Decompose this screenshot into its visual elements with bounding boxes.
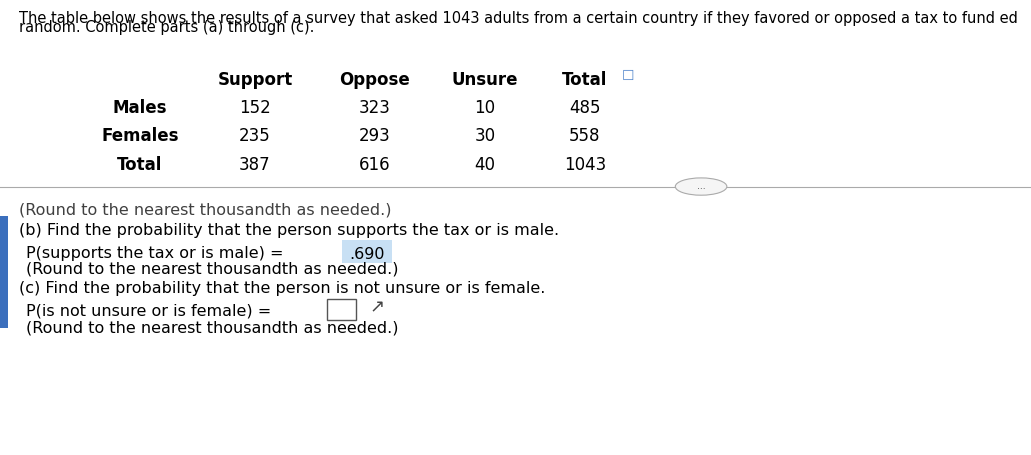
Text: ...: ... — [697, 182, 705, 191]
Text: (c) Find the probability that the person is not unsure or is female.: (c) Find the probability that the person… — [19, 281, 545, 296]
Text: 235: 235 — [239, 127, 271, 146]
Text: ☐: ☐ — [622, 69, 634, 83]
Text: 40: 40 — [474, 156, 496, 174]
Text: (Round to the nearest thousandth as needed.): (Round to the nearest thousandth as need… — [19, 202, 391, 217]
Text: Oppose: Oppose — [339, 71, 410, 89]
Text: 30: 30 — [474, 127, 496, 146]
Text: 558: 558 — [569, 127, 601, 146]
Text: ↗: ↗ — [370, 298, 385, 316]
Text: 10: 10 — [474, 99, 496, 117]
Text: (Round to the nearest thousandth as needed.): (Round to the nearest thousandth as need… — [26, 262, 398, 277]
Text: Females: Females — [101, 127, 178, 146]
Text: P(supports the tax or is male) =: P(supports the tax or is male) = — [26, 246, 289, 261]
Text: Support: Support — [218, 71, 293, 89]
Text: 323: 323 — [359, 99, 391, 117]
Text: 152: 152 — [239, 99, 271, 117]
Text: random. Complete parts (a) through (c).: random. Complete parts (a) through (c). — [19, 20, 313, 35]
Text: 485: 485 — [569, 99, 601, 117]
FancyBboxPatch shape — [0, 216, 8, 328]
Text: P(is not unsure or is female) =: P(is not unsure or is female) = — [26, 304, 276, 319]
FancyBboxPatch shape — [327, 299, 356, 320]
Text: The table below shows the results of a survey that asked 1043 adults from a cert: The table below shows the results of a s… — [19, 11, 1018, 26]
Text: 387: 387 — [239, 156, 271, 174]
Text: 1043: 1043 — [564, 156, 606, 174]
Text: Total: Total — [118, 156, 163, 174]
Ellipse shape — [675, 178, 727, 195]
Text: .690: .690 — [350, 247, 385, 262]
Text: Unsure: Unsure — [452, 71, 519, 89]
FancyBboxPatch shape — [342, 240, 392, 263]
Text: (b) Find the probability that the person supports the tax or is male.: (b) Find the probability that the person… — [19, 223, 559, 238]
Text: 616: 616 — [359, 156, 391, 174]
Text: 293: 293 — [359, 127, 391, 146]
Text: Total: Total — [562, 71, 607, 89]
Text: (Round to the nearest thousandth as needed.): (Round to the nearest thousandth as need… — [26, 321, 398, 336]
Text: Males: Males — [112, 99, 167, 117]
